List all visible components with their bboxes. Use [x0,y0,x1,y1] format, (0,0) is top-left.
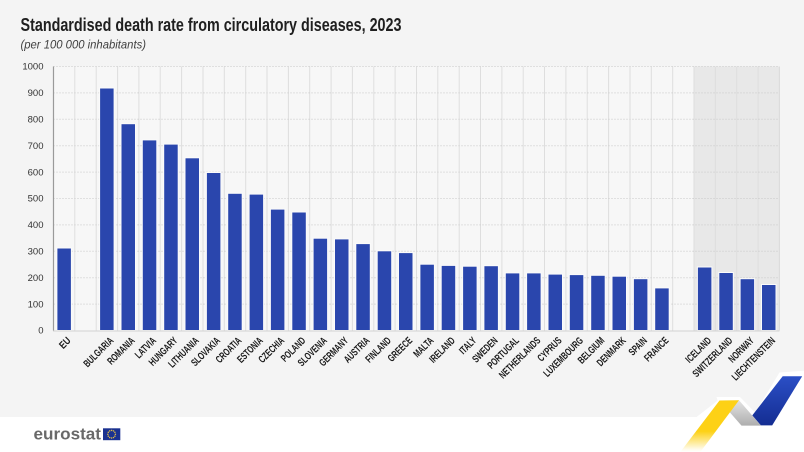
svg-text:300: 300 [28,247,44,258]
svg-text:500: 500 [28,194,44,205]
svg-text:Standardised death rate from c: Standardised death rate from circulatory… [21,15,402,35]
svg-text:900: 900 [28,88,44,99]
svg-text:1000: 1000 [22,62,43,73]
svg-text:200: 200 [28,273,44,284]
svg-text:700: 700 [28,141,44,152]
svg-text:(per 100 000 inhabitants): (per 100 000 inhabitants) [21,37,147,51]
svg-text:eurostat: eurostat [34,426,102,444]
svg-text:400: 400 [28,220,44,231]
svg-text:600: 600 [28,167,44,178]
svg-text:100: 100 [28,299,44,310]
svg-text:800: 800 [28,115,44,126]
svg-text:0: 0 [38,326,43,337]
